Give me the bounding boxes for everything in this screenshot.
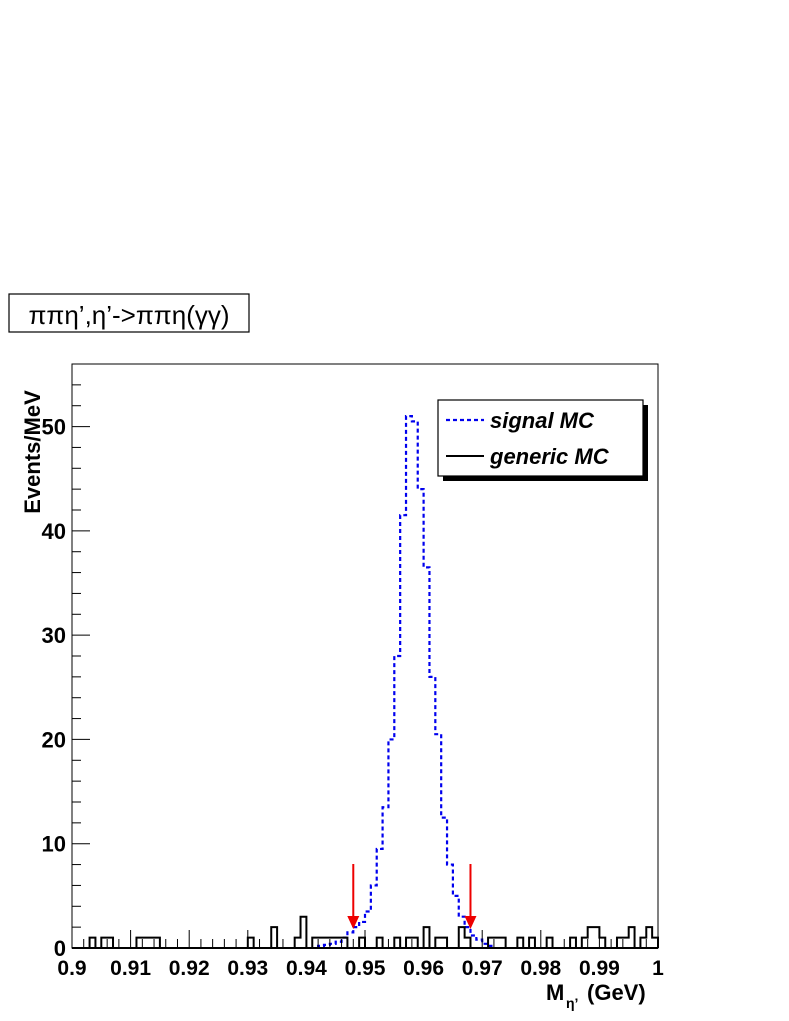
y-tick-label: 20 xyxy=(42,727,66,752)
y-axis: 0 10 20 30 40 50 xyxy=(42,384,90,961)
x-tick-label: 1 xyxy=(652,957,664,980)
x-axis-title-subscript: η’ xyxy=(566,995,578,1011)
x-tick-label: 0.94 xyxy=(286,957,327,980)
x-tick-label: 0.97 xyxy=(462,957,503,980)
x-axis-title-main: M xyxy=(546,980,564,1005)
x-tick-label: 0.98 xyxy=(520,957,561,980)
cut-arrow xyxy=(347,864,360,929)
legend-generic-label: generic MC xyxy=(489,444,610,469)
cut-arrow xyxy=(464,864,477,929)
generic-mc-histogram xyxy=(88,915,659,948)
y-tick-label: 50 xyxy=(42,415,66,440)
cut-arrows xyxy=(347,864,477,929)
x-axis: 0.9 0.91 0.92 0.93 0.94 0.95 0.96 0.97 0.98 0.99 1 xyxy=(57,930,664,980)
signal-mc-layer xyxy=(72,415,658,949)
x-axis-title-unit: (GeV) xyxy=(587,980,646,1005)
legend-signal-label: signal MC xyxy=(490,408,595,433)
x-tick-label: 0.92 xyxy=(169,957,210,980)
chart-title: ππη’,η’->ππη(γγ) xyxy=(28,300,229,330)
x-tick-label: 0.99 xyxy=(579,957,620,980)
y-axis-title: Events/MeV xyxy=(20,390,45,514)
y-tick-label: 10 xyxy=(42,832,66,857)
x-tick-label: 0.91 xyxy=(110,957,151,980)
x-axis-title: M η’ (GeV) xyxy=(546,980,646,1011)
y-tick-label: 30 xyxy=(42,623,66,648)
signal-mc-histogram xyxy=(317,415,496,948)
x-tick-label: 0.93 xyxy=(227,957,268,980)
title-box: ππη’,η’->ππη(γγ) xyxy=(8,293,250,333)
legend: signal MC generic MC xyxy=(437,399,648,481)
y-tick-label: 0 xyxy=(54,936,66,961)
x-tick-label: 0.96 xyxy=(403,957,444,980)
x-tick-label: 0.9 xyxy=(57,957,86,980)
x-tick-label: 0.95 xyxy=(345,957,386,980)
y-tick-label: 40 xyxy=(42,519,66,544)
